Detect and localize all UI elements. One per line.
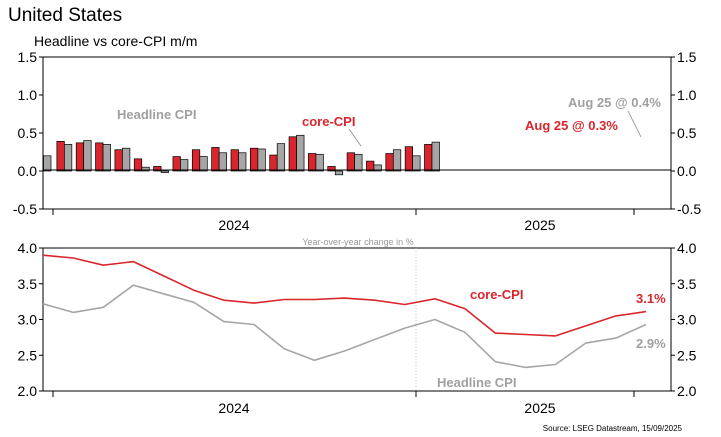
bottom-ytick-label-right: 2.0 xyxy=(677,383,697,399)
core-bar xyxy=(346,152,355,172)
core-cpi-line xyxy=(42,254,647,337)
headline-bar xyxy=(83,140,92,172)
headline-bar xyxy=(238,152,247,172)
chart-title: United States xyxy=(8,5,123,26)
top-ytick-label-left: 1.0 xyxy=(18,87,38,103)
core-bar xyxy=(327,166,336,172)
top-ytick-label-right: -0.5 xyxy=(677,201,701,217)
headline-bar xyxy=(43,155,52,172)
yoy-note: Year-over-year change in % xyxy=(302,237,413,247)
top-year-2024: 2024 xyxy=(218,217,249,233)
headline-bar xyxy=(63,144,73,172)
yoy-line-panel: Year-over-year change in % 4.0 4.0 3.5 3.5 3… xyxy=(18,237,697,416)
bottom-year-2025: 2025 xyxy=(524,400,555,416)
core-bar xyxy=(230,149,239,172)
top-year-2025: 2025 xyxy=(524,217,555,233)
top-headline-leader xyxy=(627,110,642,138)
top-plot-frame xyxy=(42,56,672,210)
bottom-ytick-label-right: 3.0 xyxy=(677,312,697,328)
monthly-bar-panel: 1.5 1.5 1.0 1.0 0.5 0.5 0.0 0.0 -0.5 -0.5 2024 20… xyxy=(13,49,701,233)
core-bar xyxy=(385,153,394,172)
headline-bar xyxy=(412,155,421,172)
headline-bar xyxy=(218,152,227,172)
core-bar xyxy=(75,142,85,172)
top-ytick-label-left: 0.0 xyxy=(18,163,38,179)
core-bar xyxy=(114,149,123,172)
bottom-ytick-label-left: 2.5 xyxy=(18,347,38,363)
core-bar xyxy=(191,149,201,172)
core-bar xyxy=(56,141,65,172)
top-ytick-label-right: 0.5 xyxy=(677,125,697,141)
top-headline-last: Aug 25 @ 0.4% xyxy=(568,95,661,110)
core-bar xyxy=(153,166,162,172)
bottom-core-label: core-CPI xyxy=(470,287,523,302)
top-ytick-label-right: 1.5 xyxy=(677,49,697,65)
core-bar xyxy=(288,136,297,172)
headline-bar xyxy=(180,159,189,172)
core-bar xyxy=(424,144,433,172)
bottom-plot-frame xyxy=(42,247,672,392)
bottom-y-axis: 4.0 4.0 3.5 3.5 3.0 3.0 2.5 2.5 2.0 2.0 xyxy=(18,240,697,399)
top-bars-group xyxy=(43,134,440,176)
bottom-x-ticks xyxy=(52,391,635,397)
bottom-ytick-label-left: 4.0 xyxy=(18,240,38,256)
core-bar xyxy=(404,146,413,172)
core-bar xyxy=(95,142,104,172)
chart-subtitle: Headline vs core-CPI m/m xyxy=(34,33,198,49)
core-bar xyxy=(211,147,220,172)
headline-bar xyxy=(141,166,150,172)
bottom-headline-last: 2.9% xyxy=(636,336,666,351)
bottom-year-2024: 2024 xyxy=(218,400,249,416)
headline-bar xyxy=(122,147,131,172)
top-x-ticks xyxy=(52,209,635,215)
top-ytick-label-left: -0.5 xyxy=(13,201,37,217)
headline-cpi-line xyxy=(42,284,647,369)
top-y-axis: 1.5 1.5 1.0 1.0 0.5 0.5 0.0 0.0 -0.5 -0.5 xyxy=(13,49,701,217)
bottom-headline-label: Headline CPI xyxy=(437,375,516,390)
headline-bar xyxy=(315,153,324,172)
headline-bar xyxy=(334,170,344,176)
headline-bar xyxy=(102,144,111,172)
headline-bar xyxy=(392,149,402,172)
headline-bar xyxy=(276,143,286,172)
headline-bar xyxy=(354,153,363,172)
headline-bar xyxy=(296,134,305,172)
top-core-leader xyxy=(348,128,362,147)
bottom-lines-group xyxy=(42,254,647,369)
bottom-core-last: 3.1% xyxy=(636,291,666,306)
bottom-ytick-label-left: 3.0 xyxy=(18,312,38,328)
bottom-ytick-label-right: 2.5 xyxy=(677,347,697,363)
core-bar xyxy=(172,156,181,172)
bottom-ytick-label-right: 3.5 xyxy=(677,276,697,292)
top-ytick-label-right: 0.0 xyxy=(677,163,697,179)
core-bar xyxy=(133,158,143,172)
bottom-ytick-label-left: 2.0 xyxy=(18,383,38,399)
bottom-ytick-label-right: 4.0 xyxy=(677,240,697,256)
top-core-last: Aug 25 @ 0.3% xyxy=(525,118,618,133)
headline-bar xyxy=(373,164,382,172)
core-bar xyxy=(250,147,259,172)
top-ytick-label-right: 1.0 xyxy=(677,87,697,103)
top-core-label: core-CPI xyxy=(302,114,355,129)
bottom-ytick-label-left: 3.5 xyxy=(18,276,38,292)
top-ytick-label-left: 0.5 xyxy=(18,125,38,141)
core-bar xyxy=(308,153,317,172)
headline-bar xyxy=(199,156,208,172)
top-headline-label: Headline CPI xyxy=(117,107,196,122)
core-bar xyxy=(269,154,278,172)
headline-bar xyxy=(160,170,169,173)
top-ytick-label-left: 1.5 xyxy=(18,49,38,65)
headline-bar xyxy=(431,141,440,172)
headline-bar xyxy=(257,148,266,172)
source-note: Source: LSEG Datastream, 15/09/2025 xyxy=(543,424,683,433)
